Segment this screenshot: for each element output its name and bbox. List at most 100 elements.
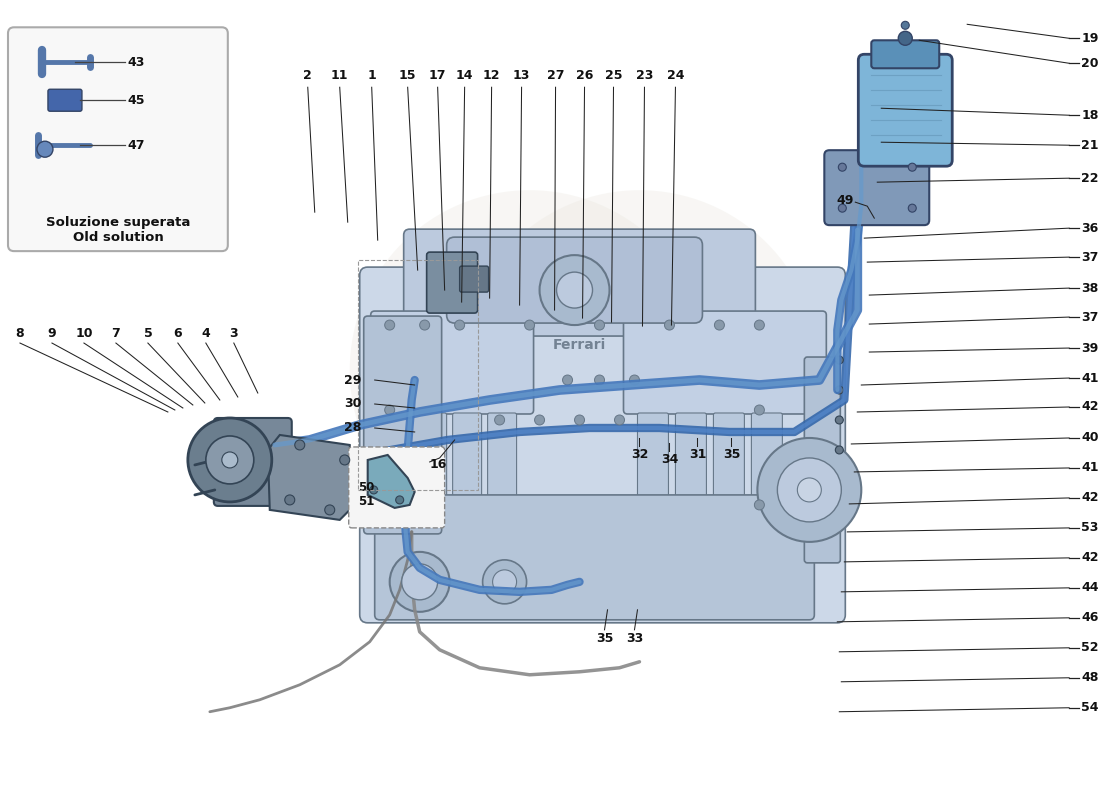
Circle shape bbox=[758, 438, 861, 542]
FancyBboxPatch shape bbox=[383, 413, 411, 507]
FancyBboxPatch shape bbox=[404, 229, 756, 336]
FancyBboxPatch shape bbox=[8, 27, 228, 251]
Text: 5: 5 bbox=[143, 327, 152, 340]
FancyBboxPatch shape bbox=[418, 413, 447, 507]
Text: 39: 39 bbox=[1081, 342, 1099, 354]
Text: 37: 37 bbox=[1081, 250, 1099, 264]
Circle shape bbox=[755, 500, 764, 510]
Circle shape bbox=[540, 255, 609, 325]
Text: 45: 45 bbox=[128, 94, 145, 106]
Circle shape bbox=[324, 505, 334, 515]
Text: 22: 22 bbox=[1081, 172, 1099, 185]
Circle shape bbox=[206, 436, 254, 484]
Text: Soluzione superata: Soluzione superata bbox=[46, 216, 190, 229]
Text: 36: 36 bbox=[1081, 222, 1099, 234]
Text: 21: 21 bbox=[1081, 138, 1099, 152]
Text: 30: 30 bbox=[344, 398, 362, 410]
Circle shape bbox=[495, 415, 505, 425]
Text: 44: 44 bbox=[1081, 582, 1099, 594]
FancyBboxPatch shape bbox=[364, 316, 441, 534]
Circle shape bbox=[835, 416, 844, 424]
FancyBboxPatch shape bbox=[675, 413, 706, 507]
Circle shape bbox=[909, 204, 916, 212]
Text: 3: 3 bbox=[230, 327, 238, 340]
Text: 25: 25 bbox=[605, 70, 623, 82]
Circle shape bbox=[594, 375, 605, 385]
Text: 42: 42 bbox=[1081, 491, 1099, 505]
Text: 17: 17 bbox=[429, 70, 447, 82]
Text: Old solution: Old solution bbox=[73, 230, 163, 244]
Text: 18: 18 bbox=[1081, 109, 1099, 122]
Circle shape bbox=[402, 564, 438, 600]
Circle shape bbox=[370, 486, 377, 494]
Circle shape bbox=[838, 204, 846, 212]
FancyBboxPatch shape bbox=[371, 311, 534, 414]
Text: 19: 19 bbox=[1081, 32, 1099, 45]
FancyBboxPatch shape bbox=[349, 447, 444, 528]
Circle shape bbox=[901, 22, 910, 30]
Text: 48: 48 bbox=[1081, 671, 1099, 684]
Circle shape bbox=[714, 320, 725, 330]
Circle shape bbox=[389, 552, 450, 612]
Text: 42: 42 bbox=[1081, 551, 1099, 564]
Text: 47: 47 bbox=[128, 138, 145, 152]
Circle shape bbox=[37, 142, 53, 157]
FancyBboxPatch shape bbox=[375, 495, 814, 620]
Circle shape bbox=[396, 496, 404, 504]
Text: 27: 27 bbox=[547, 70, 564, 82]
Circle shape bbox=[385, 405, 395, 415]
Circle shape bbox=[755, 405, 764, 415]
Circle shape bbox=[899, 31, 912, 46]
Text: 41: 41 bbox=[1081, 371, 1099, 385]
Text: 42: 42 bbox=[1081, 401, 1099, 414]
Text: 37: 37 bbox=[1081, 310, 1099, 323]
FancyBboxPatch shape bbox=[48, 90, 81, 111]
Circle shape bbox=[340, 455, 350, 465]
Circle shape bbox=[778, 458, 842, 522]
FancyBboxPatch shape bbox=[624, 311, 826, 414]
Circle shape bbox=[483, 560, 527, 604]
Circle shape bbox=[285, 495, 295, 505]
Circle shape bbox=[798, 478, 822, 502]
Text: 13: 13 bbox=[513, 70, 530, 82]
Circle shape bbox=[557, 272, 593, 308]
Circle shape bbox=[420, 320, 430, 330]
Text: a passion for parts: a passion for parts bbox=[519, 332, 800, 448]
Text: 31: 31 bbox=[689, 448, 706, 461]
FancyBboxPatch shape bbox=[714, 413, 745, 507]
Polygon shape bbox=[267, 435, 354, 520]
FancyBboxPatch shape bbox=[804, 357, 840, 563]
Text: 12: 12 bbox=[483, 70, 500, 82]
Circle shape bbox=[835, 356, 844, 364]
Text: 20: 20 bbox=[1081, 57, 1099, 70]
FancyBboxPatch shape bbox=[638, 413, 669, 507]
Text: 51: 51 bbox=[358, 495, 374, 509]
Text: 24: 24 bbox=[667, 70, 684, 82]
Circle shape bbox=[615, 415, 625, 425]
FancyBboxPatch shape bbox=[452, 413, 482, 507]
Circle shape bbox=[755, 320, 764, 330]
FancyBboxPatch shape bbox=[447, 237, 703, 323]
Circle shape bbox=[664, 320, 674, 330]
Circle shape bbox=[574, 415, 584, 425]
Circle shape bbox=[835, 386, 844, 394]
Text: 41: 41 bbox=[1081, 462, 1099, 474]
Text: 40: 40 bbox=[1081, 431, 1099, 445]
Text: 7: 7 bbox=[111, 327, 120, 340]
Text: 53: 53 bbox=[1081, 522, 1099, 534]
Circle shape bbox=[525, 320, 535, 330]
Text: 50: 50 bbox=[358, 482, 374, 494]
Text: 52: 52 bbox=[1081, 642, 1099, 654]
FancyBboxPatch shape bbox=[871, 40, 939, 68]
Circle shape bbox=[535, 415, 544, 425]
Circle shape bbox=[838, 163, 846, 171]
Text: 34: 34 bbox=[661, 453, 678, 466]
Text: 46: 46 bbox=[1081, 611, 1099, 624]
FancyBboxPatch shape bbox=[487, 413, 517, 507]
Circle shape bbox=[835, 446, 844, 454]
FancyBboxPatch shape bbox=[427, 252, 477, 313]
Text: 1: 1 bbox=[367, 70, 376, 82]
Circle shape bbox=[562, 375, 572, 385]
Text: 4: 4 bbox=[201, 327, 210, 340]
Text: 38: 38 bbox=[1081, 282, 1099, 294]
